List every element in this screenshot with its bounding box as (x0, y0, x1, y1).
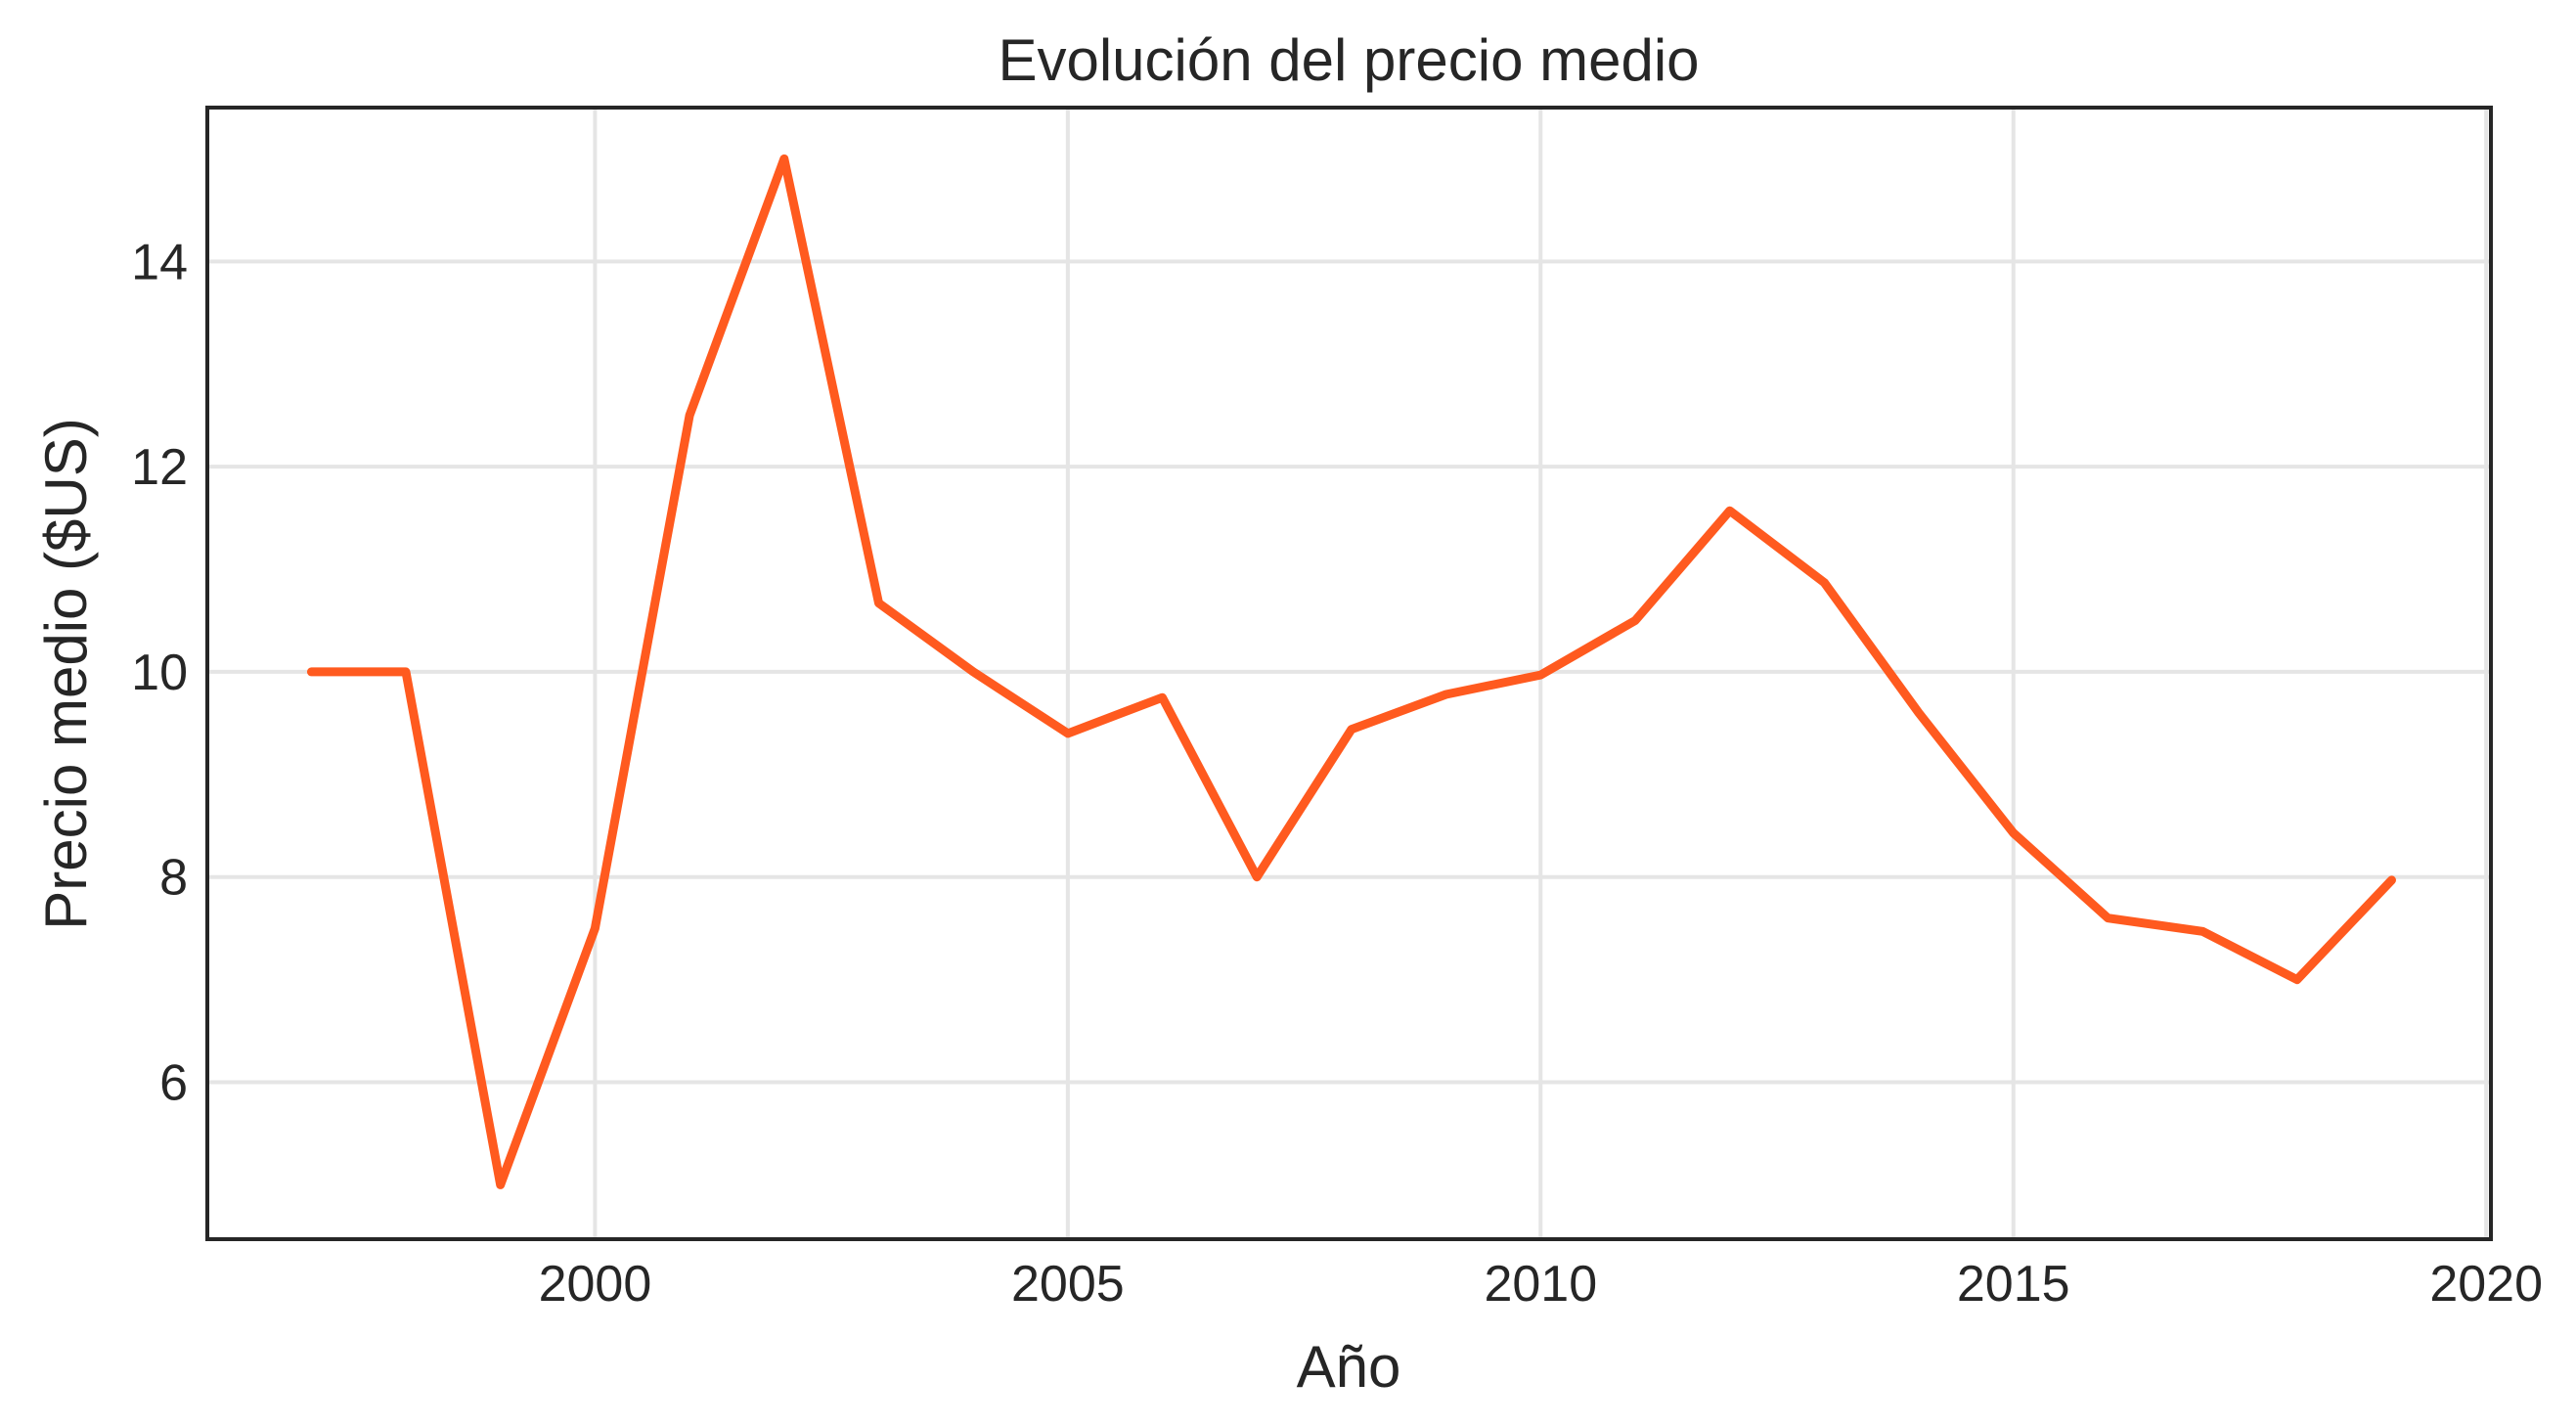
y-tick-label: 6 (159, 1055, 188, 1112)
x-tick-label: 2020 (2429, 1256, 2543, 1313)
plot-frame (205, 106, 2493, 1241)
chart-title: Evolución del precio medio (998, 27, 1699, 93)
y-tick-label: 12 (131, 439, 188, 496)
series-line (306, 154, 2396, 1189)
y-tick-label: 10 (131, 645, 188, 701)
grid-lines (207, 108, 2491, 1239)
x-axis-label: Año (1297, 1334, 1401, 1400)
y-tick-label: 8 (159, 850, 188, 907)
x-tick-label: 2005 (1011, 1256, 1125, 1313)
y-tick-label: 14 (131, 234, 188, 290)
x-tick-label: 2010 (1484, 1256, 1597, 1313)
x-tick-label: 2000 (539, 1256, 652, 1313)
x-tick-label: 2015 (1957, 1256, 2070, 1313)
series-layer (306, 154, 2396, 1189)
y-axis-label: Precio medio ($US) (33, 418, 99, 930)
x-tick-labels: 2000 2005 2010 2015 2020 (539, 1256, 2543, 1313)
y-tick-labels: 6 8 10 12 14 (131, 234, 188, 1111)
